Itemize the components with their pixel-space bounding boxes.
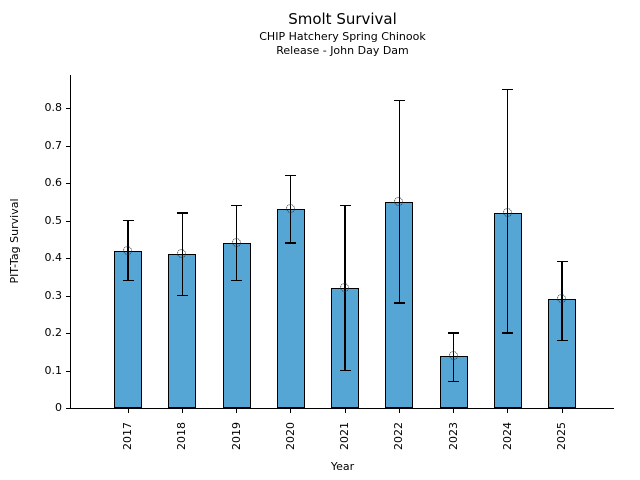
error-bar-cap-bottom-2024 xyxy=(502,332,514,334)
x-tick-2021 xyxy=(344,409,346,413)
x-tick-2019 xyxy=(236,409,237,413)
y-tick-0.5 xyxy=(66,220,70,222)
y-tick-0.1 xyxy=(66,370,70,372)
y-tick-label-0.8: 0.8 xyxy=(44,101,63,114)
x-axis-spine xyxy=(70,408,614,409)
error-bar-cap-bottom-2020 xyxy=(285,242,297,244)
bar-marker-2024 xyxy=(502,208,512,217)
bar-2020 xyxy=(276,209,305,408)
x-tick-label-2017: 2017 xyxy=(121,422,134,450)
y-tick-0.4 xyxy=(66,258,70,259)
y-tick-0.7 xyxy=(66,145,70,147)
error-bar-cap-top-2019 xyxy=(231,204,242,207)
error-bar-cap-top-2022 xyxy=(393,99,405,102)
y-tick-label-0.7: 0.7 xyxy=(44,138,63,152)
x-tick-2024 xyxy=(507,409,509,413)
bar-marker-2017 xyxy=(123,245,132,255)
x-tick-2022 xyxy=(398,409,400,413)
y-tick-0.8 xyxy=(66,108,70,109)
x-tick-label-2022: 2022 xyxy=(392,422,406,450)
y-tick-label-0.5: 0.5 xyxy=(44,213,63,227)
x-axis-label: Year xyxy=(330,460,355,473)
error-bar-cap-top-2023 xyxy=(448,332,459,334)
error-bar-cap-bottom-2021 xyxy=(339,369,351,372)
y-tick-label-0.1: 0.1 xyxy=(44,363,63,377)
x-tick-label-2024: 2024 xyxy=(500,422,514,450)
y-tick-label-0.6: 0.6 xyxy=(44,176,63,189)
chart-subtitle-line1: CHIP Hatchery Spring Chinook xyxy=(259,30,426,43)
y-tick-0 xyxy=(66,408,70,409)
x-tick-2018 xyxy=(181,409,183,413)
bar-marker-2023 xyxy=(448,350,458,360)
x-tick-label-2023: 2023 xyxy=(446,422,460,450)
y-axis-spine xyxy=(70,75,71,409)
y-tick-label-0: 0 xyxy=(55,401,62,414)
y-axis-label: PIT-Tag Survival xyxy=(8,198,21,284)
error-bar-cap-bottom-2022 xyxy=(393,302,405,304)
x-tick-label-2021: 2021 xyxy=(338,422,351,450)
error-bar-cap-bottom-2017 xyxy=(122,279,134,282)
y-tick-label-0.4: 0.4 xyxy=(44,251,63,264)
x-tick-label-2025: 2025 xyxy=(555,422,568,450)
x-tick-2025 xyxy=(561,409,563,413)
chart-title: Smolt Survival xyxy=(288,10,397,28)
error-bar-cap-bottom-2019 xyxy=(231,279,242,282)
error-bar-cap-top-2025 xyxy=(556,261,568,263)
x-tick-2020 xyxy=(290,409,292,413)
y-tick-0.6 xyxy=(66,183,70,184)
bar-marker-2025 xyxy=(557,294,566,304)
error-bar-cap-top-2018 xyxy=(176,212,188,214)
y-tick-label-0.2: 0.2 xyxy=(44,326,63,339)
x-tick-label-2019: 2019 xyxy=(229,422,243,450)
error-bar-cap-bottom-2023 xyxy=(448,381,459,383)
x-tick-label-2018: 2018 xyxy=(175,422,189,450)
bar-marker-2019 xyxy=(231,238,241,247)
bar-marker-2022 xyxy=(394,196,404,206)
error-bar-cap-bottom-2018 xyxy=(176,294,188,297)
chart-subtitle-line2: Release - John Day Dam xyxy=(276,44,409,57)
bar-marker-2020 xyxy=(285,204,295,214)
error-bar-cap-top-2021 xyxy=(339,204,351,207)
y-tick-0.2 xyxy=(66,333,70,334)
x-tick-2023 xyxy=(453,409,454,413)
error-bar-cap-top-2024 xyxy=(502,88,514,90)
y-tick-label-0.3: 0.3 xyxy=(44,288,63,302)
x-tick-2017 xyxy=(127,409,129,413)
bar-marker-2021 xyxy=(340,283,349,292)
error-bar-cap-top-2020 xyxy=(285,174,297,177)
x-tick-label-2020: 2020 xyxy=(283,422,297,450)
error-bar-cap-bottom-2025 xyxy=(556,339,568,342)
error-bar-cap-top-2017 xyxy=(122,219,134,222)
y-tick-0.3 xyxy=(66,295,70,297)
bar-marker-2018 xyxy=(177,249,187,259)
